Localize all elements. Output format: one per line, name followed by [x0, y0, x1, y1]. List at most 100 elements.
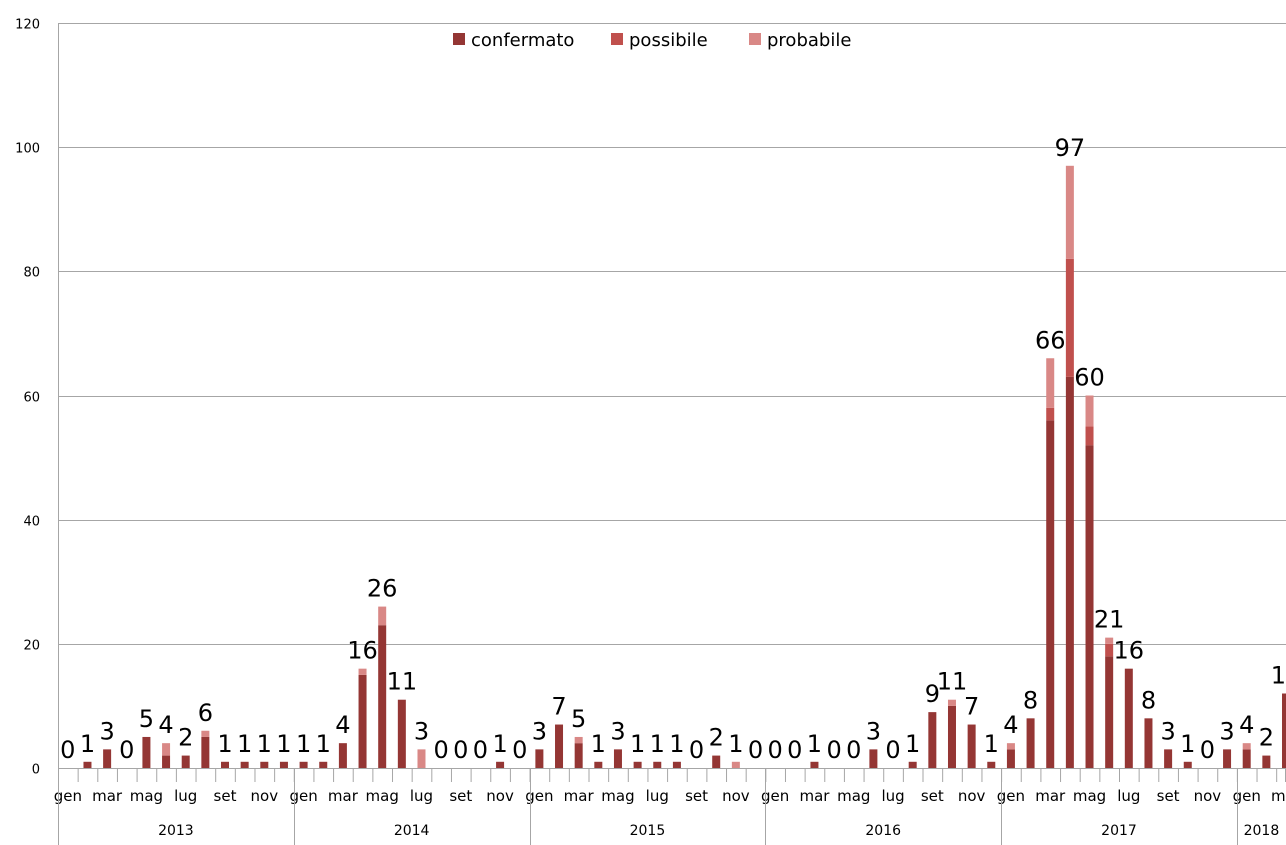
- year-label: 2017: [1101, 823, 1137, 839]
- bar-segment-probabile: [162, 743, 171, 756]
- bar-segment-confermato: [869, 749, 878, 768]
- bar-segment-probabile: [417, 749, 426, 768]
- data-label: 4: [158, 711, 173, 739]
- x-tick-label: lug: [1117, 787, 1140, 805]
- bar-segment-probabile: [574, 736, 583, 744]
- x-tick-label: set: [449, 787, 472, 805]
- data-label: 1: [80, 730, 95, 758]
- data-label: 4: [1239, 711, 1254, 739]
- bar-segment-confermato: [378, 625, 387, 768]
- bar-segment-confermato: [1282, 693, 1286, 768]
- data-label: 4: [335, 711, 350, 739]
- bar-segment-confermato: [1065, 376, 1074, 768]
- bar-segment-confermato: [319, 761, 328, 768]
- bar-segment-probabile: [201, 730, 210, 737]
- legend: confermato possibile probabile: [453, 30, 851, 51]
- bar-segment-confermato: [162, 755, 171, 768]
- y-tick-label: 100: [15, 142, 40, 157]
- data-label: 0: [433, 736, 448, 764]
- bar-segment-confermato: [613, 749, 622, 768]
- bar-segment-probabile: [1046, 358, 1055, 408]
- x-tick-label: mag: [837, 787, 870, 805]
- x-tick-label: mag: [130, 787, 163, 805]
- data-label: 2: [709, 724, 724, 752]
- bar-segment-confermato: [201, 736, 210, 768]
- data-label: 2: [1259, 724, 1274, 752]
- data-label: 0: [846, 736, 861, 764]
- y-tick-label: 20: [23, 639, 40, 654]
- data-label: 1: [316, 730, 331, 758]
- legend-swatch-possibile: [611, 33, 623, 45]
- y-tick-label: 40: [23, 515, 40, 530]
- bar-segment-probabile: [1105, 637, 1114, 644]
- data-label: 8: [1141, 686, 1156, 714]
- data-label: 0: [119, 736, 134, 764]
- data-label: 3: [1219, 717, 1234, 745]
- data-label: 21: [1094, 606, 1125, 634]
- bar-segment-confermato: [1242, 749, 1251, 768]
- data-label: 26: [367, 575, 398, 603]
- data-label: 1: [1180, 730, 1195, 758]
- data-label: 4: [1003, 711, 1018, 739]
- y-tick-label: 0: [32, 763, 40, 778]
- x-tick-label: mar: [328, 787, 359, 805]
- y-axis: 0 20 40 60 80 100 120: [15, 18, 59, 778]
- data-label: 5: [139, 705, 154, 733]
- bar-segment-confermato: [574, 743, 583, 768]
- bar-segment-confermato: [221, 761, 230, 768]
- bar-segment-confermato: [653, 761, 662, 768]
- x-tick-label: gen: [54, 787, 82, 805]
- bar-segment-confermato: [1046, 420, 1055, 768]
- year-label: 2015: [630, 823, 666, 839]
- bar-segment-probabile: [358, 668, 367, 675]
- x-tick-label: nov: [486, 787, 514, 805]
- x-tick-label: set: [214, 787, 237, 805]
- bars: [83, 165, 1286, 768]
- data-label: 1: [650, 730, 665, 758]
- data-label: 0: [60, 736, 75, 764]
- data-label: 97: [1055, 134, 1086, 162]
- bar-segment-confermato: [103, 749, 112, 768]
- legend-swatch-probabile: [749, 33, 761, 45]
- x-axis: gen mar mag lug set nov gen mar mag lug set nov gen m…: [54, 768, 1286, 845]
- data-label: 0: [885, 736, 900, 764]
- data-label: 8: [1023, 686, 1038, 714]
- bar-segment-possibile: [1105, 643, 1114, 657]
- data-label: 3: [610, 717, 625, 745]
- data-label: 2: [178, 724, 193, 752]
- bar-segment-confermato: [299, 761, 308, 768]
- data-label: 1: [984, 730, 999, 758]
- x-tick-label: mar: [1035, 787, 1066, 805]
- bar-segment-confermato: [947, 705, 956, 768]
- x-tick-label: mag: [601, 787, 634, 805]
- bar-segment-confermato: [358, 674, 367, 768]
- data-label: 1: [296, 730, 311, 758]
- x-tick-label: mar: [1271, 787, 1286, 805]
- x-tick-label: nov: [1194, 787, 1222, 805]
- data-label: 11: [387, 668, 418, 696]
- bar-segment-confermato: [633, 761, 642, 768]
- bar-segment-confermato: [1105, 656, 1114, 768]
- bar-segment-confermato: [1006, 749, 1015, 768]
- bar-segment-probabile: [731, 761, 740, 768]
- bar-segment-confermato: [594, 761, 603, 768]
- year-label: 2014: [394, 823, 430, 839]
- year-label: 2018: [1244, 823, 1280, 839]
- bar-segment-probabile: [1065, 165, 1074, 259]
- bar-segment-confermato: [967, 724, 976, 768]
- data-label: 0: [453, 736, 468, 764]
- x-tick-label: gen: [1233, 787, 1261, 805]
- x-tick-label: gen: [761, 787, 789, 805]
- data-label: 12: [1271, 662, 1286, 690]
- x-tick-label: nov: [251, 787, 279, 805]
- data-label: 3: [414, 717, 429, 745]
- bar-segment-confermato: [810, 761, 819, 768]
- data-label: 0: [473, 736, 488, 764]
- x-tick-label: lug: [646, 787, 669, 805]
- bar-segment-confermato: [1223, 749, 1232, 768]
- data-label: 0: [826, 736, 841, 764]
- x-tick-label: gen: [525, 787, 553, 805]
- bar-segment-confermato: [928, 712, 937, 768]
- data-label: 0: [787, 736, 802, 764]
